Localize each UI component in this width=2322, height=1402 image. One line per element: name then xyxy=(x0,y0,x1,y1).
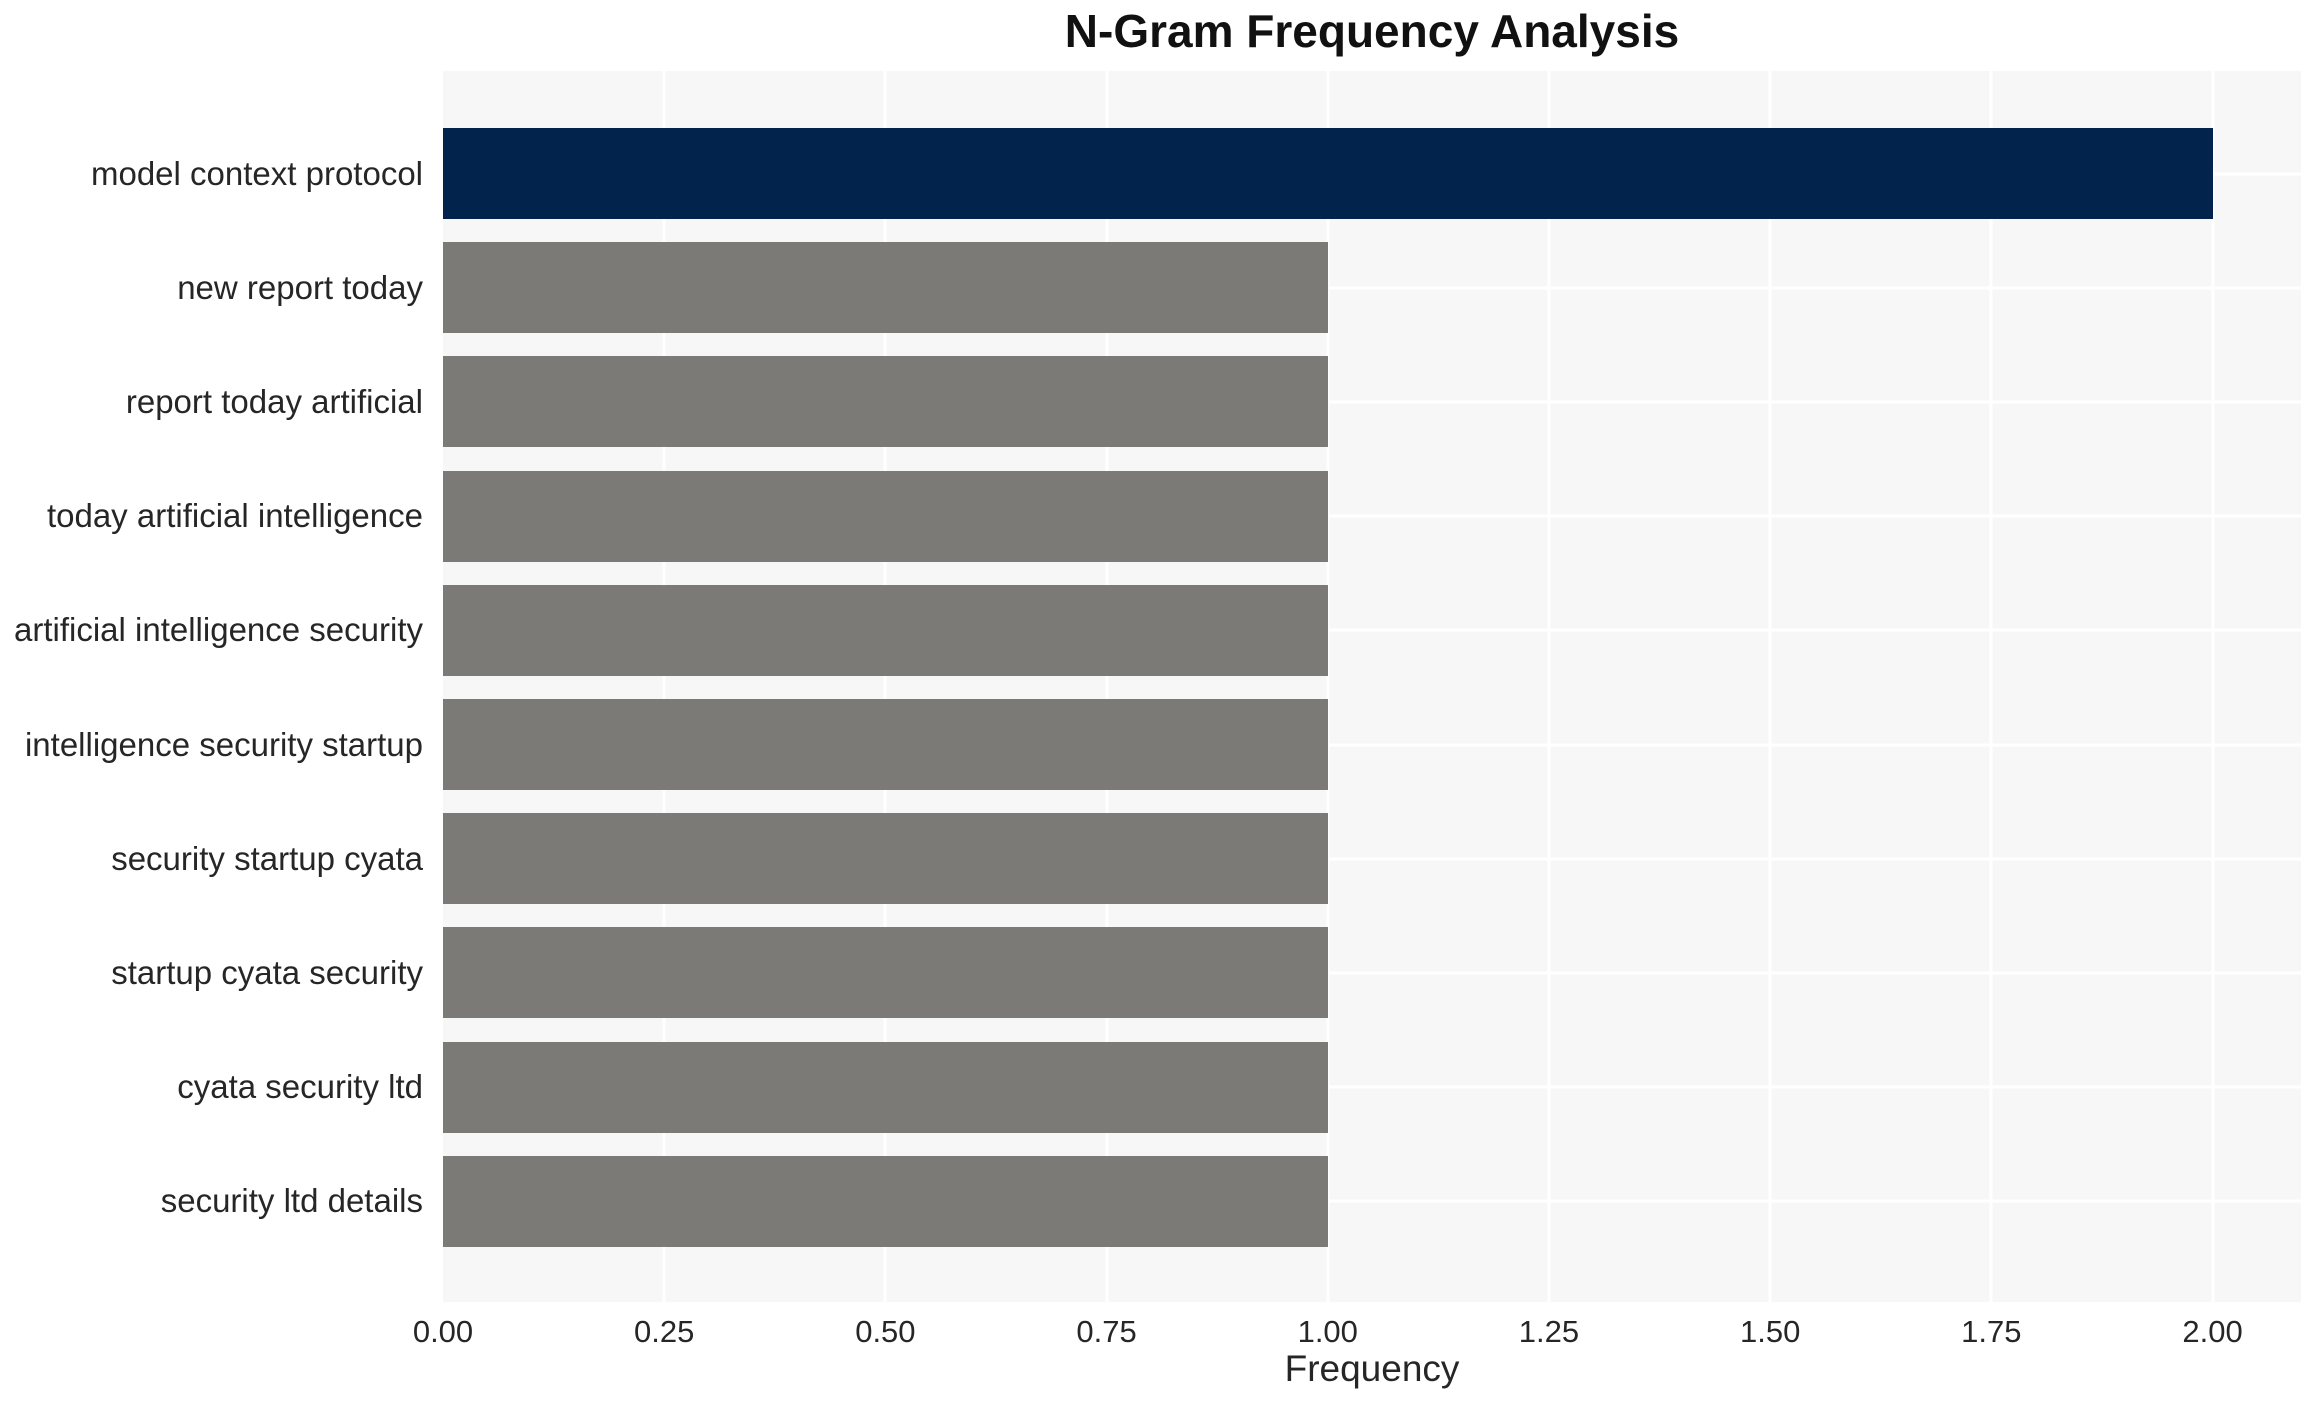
x-tick-label: 0.75 xyxy=(1076,1314,1137,1349)
y-tick-label: artificial intelligence security xyxy=(13,611,423,649)
grid-line-horizontal xyxy=(443,743,2301,746)
x-tick-label: 0.00 xyxy=(412,1314,474,1349)
x-tick-label: 2.00 xyxy=(2182,1314,2243,1349)
grid-line-horizontal xyxy=(443,514,2301,518)
y-tick-label: new report today xyxy=(177,268,423,306)
bar-3 xyxy=(443,470,1328,562)
y-tick-label: model context protocol xyxy=(90,154,423,192)
grid-line-vertical xyxy=(1989,71,1993,1302)
grid-line-vertical xyxy=(1547,71,1551,1302)
plot-area xyxy=(443,71,2301,1302)
y-tick-label: intelligence security startup xyxy=(24,725,423,763)
y-axis-labels: model context protocol new report today re… xyxy=(0,71,433,1302)
grid-line-vertical xyxy=(1768,71,1772,1302)
y-tick-label: security ltd details xyxy=(160,1182,423,1220)
x-axis-label: Frequency xyxy=(1284,1348,1460,1389)
grid-line-vertical xyxy=(1326,71,1330,1302)
y-tick-label: security startup cyata xyxy=(111,839,423,877)
x-tick-label: 1.50 xyxy=(1739,1314,1801,1349)
bar-2 xyxy=(443,356,1328,448)
grid-line-vertical xyxy=(662,71,666,1302)
grid-line-horizontal xyxy=(443,628,2301,632)
grid-line-horizontal xyxy=(443,400,2301,404)
grid-line-horizontal xyxy=(443,971,2301,975)
y-tick-label: cyata security ltd xyxy=(177,1068,423,1106)
grid-line-horizontal xyxy=(443,1199,2301,1203)
bar-9 xyxy=(443,1155,1328,1247)
bar-7 xyxy=(443,927,1328,1019)
bar-5 xyxy=(443,699,1328,790)
x-tick-label: 1.00 xyxy=(1297,1314,1358,1349)
grid-line-horizontal xyxy=(443,1085,2301,1089)
x-tick-label: 0.50 xyxy=(855,1314,916,1349)
bar-6 xyxy=(443,813,1328,905)
grid-line-vertical xyxy=(883,71,887,1302)
x-tick-label: 1.75 xyxy=(1961,1314,2022,1349)
bar-0 xyxy=(443,128,2213,219)
y-tick-label: startup cyata security xyxy=(111,953,423,991)
grid-line-horizontal xyxy=(443,857,2301,861)
bar-1 xyxy=(443,242,1328,334)
y-tick-label: today artificial intelligence xyxy=(46,497,423,535)
grid-line-horizontal xyxy=(443,286,2301,290)
grid-line-vertical xyxy=(1105,71,1109,1302)
chart-title: N-Gram Frequency Analysis xyxy=(1064,5,1680,57)
grid-line-vertical xyxy=(2211,71,2215,1302)
bar-4 xyxy=(443,584,1328,676)
x-tick-label: 1.25 xyxy=(1518,1314,1580,1349)
bar-8 xyxy=(443,1041,1328,1133)
y-tick-label: report today artificial xyxy=(125,382,423,420)
x-tick-label: 0.25 xyxy=(634,1314,695,1349)
